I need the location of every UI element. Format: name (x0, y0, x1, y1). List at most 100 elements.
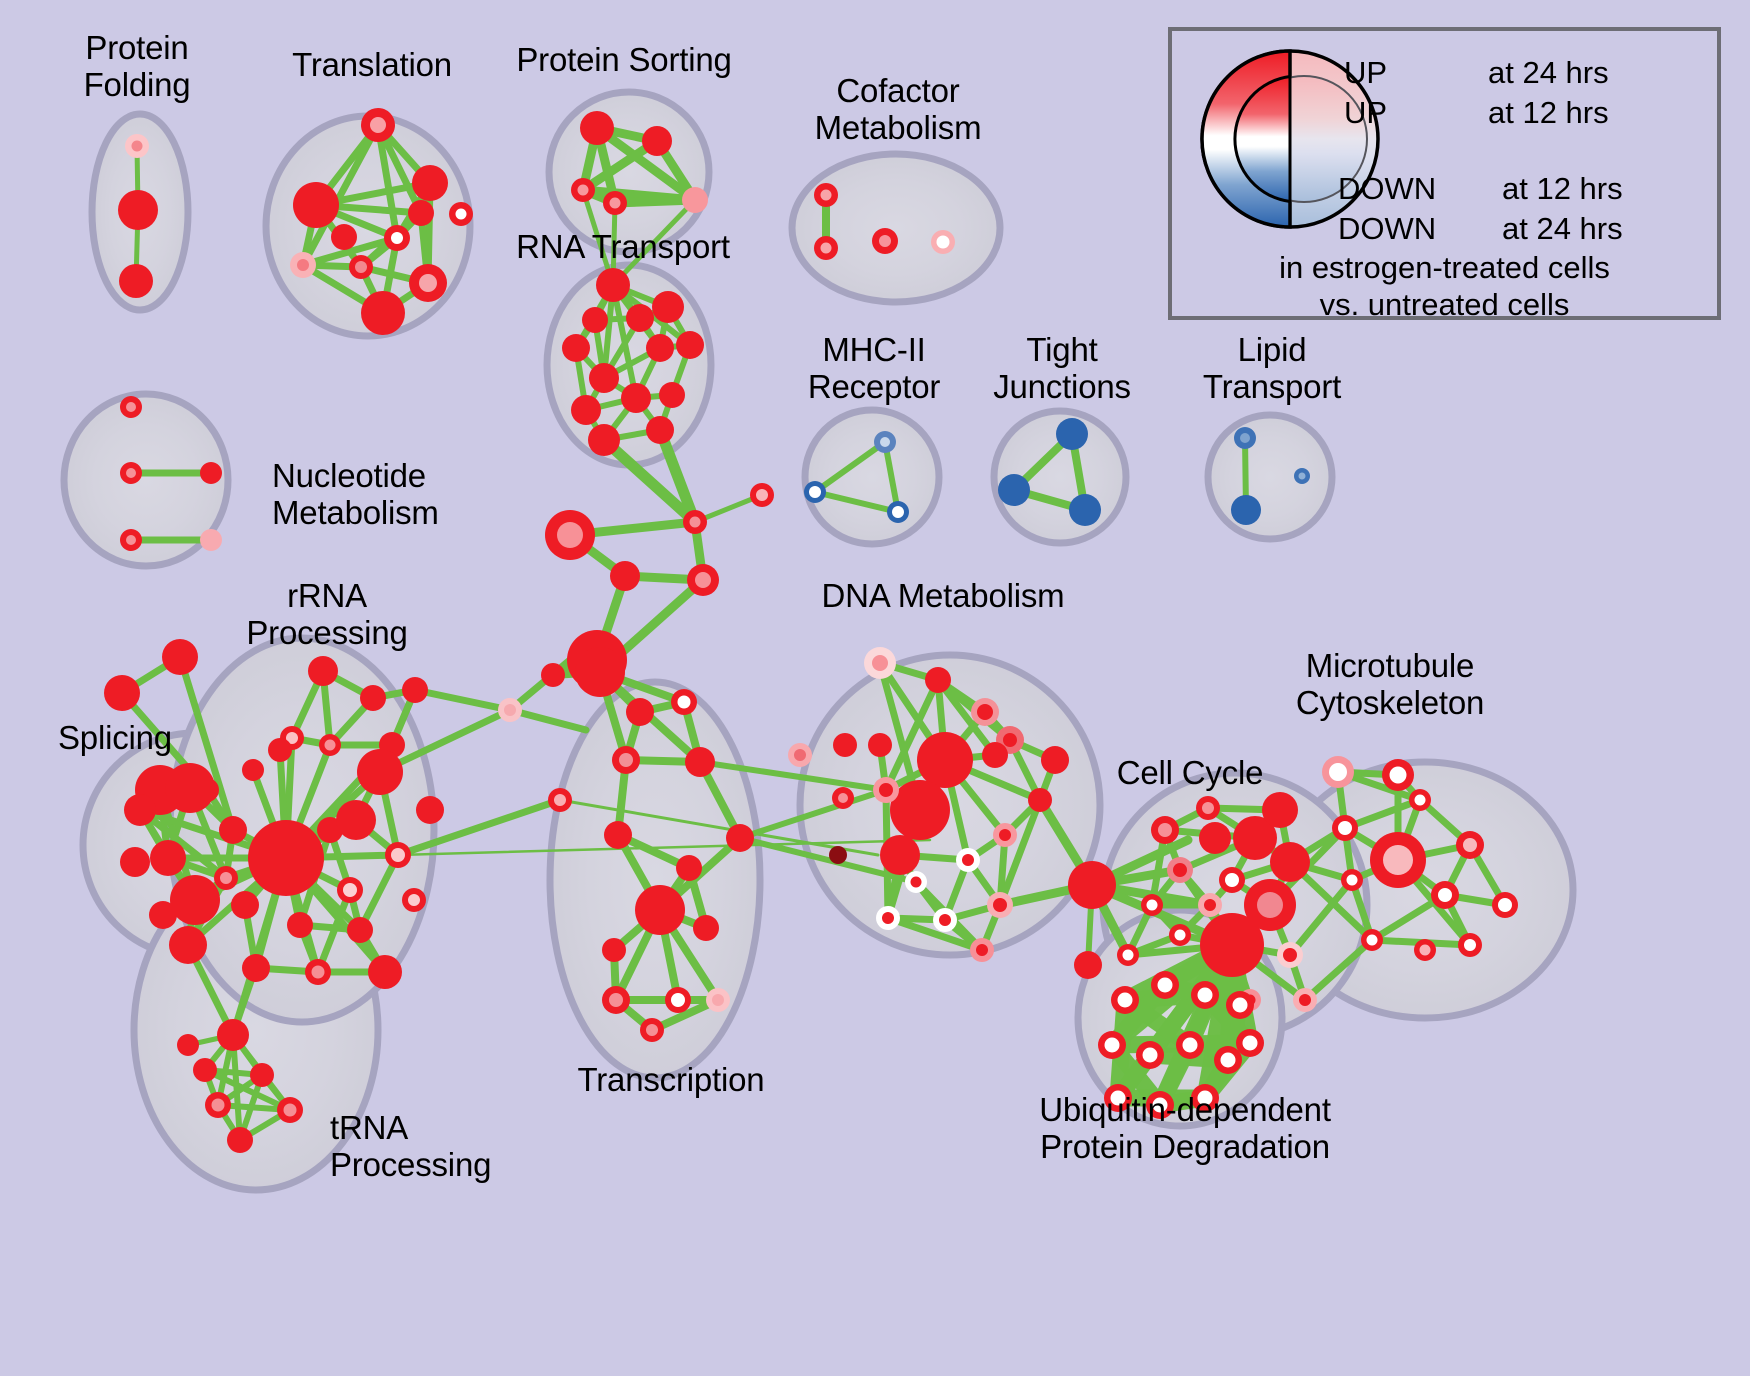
node (687, 564, 719, 596)
node (1151, 971, 1179, 999)
node (750, 483, 774, 507)
node (1176, 1031, 1204, 1059)
node (1262, 792, 1298, 828)
node (416, 796, 444, 824)
node (104, 675, 140, 711)
legend-state-3: DOWN (1338, 211, 1437, 246)
node (1236, 1029, 1264, 1057)
node (575, 647, 625, 697)
node (612, 746, 640, 774)
node (1382, 759, 1414, 791)
legend-caption-line1: in estrogen-treated cells (1279, 250, 1610, 285)
node (248, 820, 324, 896)
node (603, 191, 627, 215)
node (829, 846, 847, 864)
node (982, 742, 1008, 768)
node (118, 190, 158, 230)
cluster-label-rna-transport: RNA Transport (516, 228, 730, 265)
legend-time-3: at 24 hrs (1502, 211, 1623, 246)
cluster-region-nucleotide (60, 390, 232, 570)
node (1196, 796, 1220, 820)
node (887, 501, 909, 523)
node (905, 871, 927, 893)
cluster-label-translation: Translation (292, 46, 452, 83)
node (1458, 933, 1482, 957)
node (1226, 991, 1254, 1019)
node (331, 224, 357, 250)
node (604, 821, 632, 849)
node (384, 225, 410, 251)
node (1409, 789, 1431, 811)
node (150, 840, 186, 876)
legend-time-2: at 12 hrs (1502, 171, 1623, 206)
node (1068, 861, 1116, 909)
cluster-label-trna-processing: tRNA Processing (330, 1109, 492, 1183)
node (1141, 894, 1163, 916)
node (931, 230, 955, 254)
node (545, 510, 595, 560)
node (1198, 893, 1222, 917)
node (412, 165, 448, 201)
node (361, 291, 405, 335)
node (588, 424, 620, 456)
node (349, 255, 373, 279)
node (1270, 842, 1310, 882)
node (1167, 857, 1193, 883)
node (993, 823, 1017, 847)
legend-panel: UP at 24 hrs UP at 12 hrs DOWN at 12 hrs… (1168, 27, 1721, 323)
node (149, 901, 177, 929)
node (868, 733, 892, 757)
node (170, 875, 220, 925)
node (1361, 929, 1383, 951)
node (409, 264, 447, 302)
node (120, 396, 142, 418)
node (120, 847, 150, 877)
node (219, 816, 247, 844)
node (385, 842, 411, 868)
cluster-label-splicing: Splicing (58, 719, 172, 756)
node (1231, 495, 1261, 525)
node (548, 788, 572, 812)
node (1332, 815, 1358, 841)
node (242, 954, 270, 982)
node (693, 915, 719, 941)
cluster-region-cofactor (788, 150, 1004, 306)
node (1341, 869, 1363, 891)
node (1492, 892, 1518, 918)
node (347, 917, 373, 943)
node (449, 202, 473, 226)
cluster-label-dna-metabolism: DNA Metabolism (821, 577, 1065, 614)
node (933, 908, 957, 932)
node (1431, 881, 1459, 909)
node (987, 892, 1013, 918)
node (706, 988, 730, 1012)
node (217, 1019, 249, 1051)
legend-caption: in estrogen-treated cells vs. untreated … (1172, 249, 1717, 323)
node (1041, 746, 1069, 774)
node (1028, 788, 1052, 812)
node (408, 200, 434, 226)
node (1234, 427, 1256, 449)
node (874, 431, 896, 453)
node (1069, 494, 1101, 526)
cluster-label-transcription: Transcription (577, 1061, 765, 1098)
node (357, 749, 403, 795)
node (227, 1127, 253, 1153)
cluster-label-cofactor-metabolism: Cofactor Metabolism (814, 72, 982, 146)
node (1111, 986, 1139, 1014)
node (814, 236, 838, 260)
node (1098, 1031, 1126, 1059)
node (242, 759, 264, 781)
cluster-label-mhc-ii-receptor: MHC-II Receptor (807, 331, 941, 405)
node (1456, 831, 1484, 859)
legend-state-2: DOWN (1338, 171, 1437, 206)
node (120, 529, 142, 551)
node (646, 334, 674, 362)
node (290, 252, 316, 278)
node (305, 959, 331, 985)
legend-state-0: UP (1344, 55, 1388, 90)
node (676, 331, 704, 359)
node (402, 677, 428, 703)
node (626, 698, 654, 726)
